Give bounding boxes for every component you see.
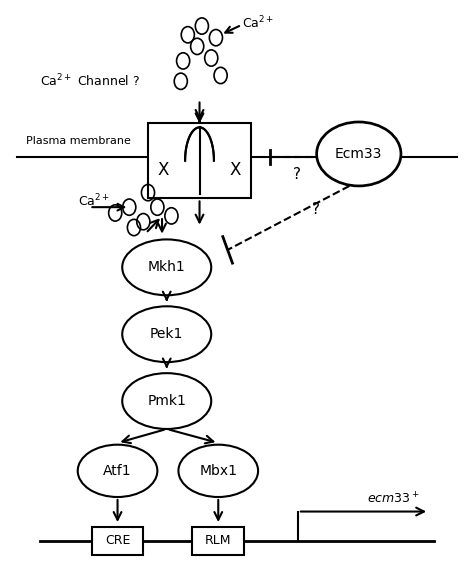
Text: RLM: RLM: [205, 534, 231, 547]
Bar: [92, 527, 143, 555]
Text: Ca$^{2+}$ Channel ?: Ca$^{2+}$ Channel ?: [40, 73, 140, 90]
Ellipse shape: [317, 122, 401, 186]
Text: X: X: [230, 161, 241, 178]
Bar: [192, 527, 244, 555]
Text: Ca$^{2+}$: Ca$^{2+}$: [242, 15, 274, 32]
Text: X: X: [158, 161, 169, 178]
Text: Mkh1: Mkh1: [148, 261, 186, 274]
Bar: [148, 123, 251, 198]
Text: ?: ?: [293, 167, 301, 182]
Text: ?: ?: [311, 202, 319, 217]
Text: $ecm33^+$: $ecm33^+$: [367, 491, 419, 507]
Text: Mbx1: Mbx1: [199, 464, 237, 478]
Text: Atf1: Atf1: [103, 464, 132, 478]
Text: Pmk1: Pmk1: [147, 394, 186, 408]
Text: CRE: CRE: [105, 534, 130, 547]
Text: Plasma membrane: Plasma membrane: [26, 136, 131, 146]
Text: Pek1: Pek1: [150, 327, 183, 341]
Text: Ca$^{2+}$: Ca$^{2+}$: [78, 193, 110, 210]
Text: Ecm33: Ecm33: [335, 147, 383, 161]
